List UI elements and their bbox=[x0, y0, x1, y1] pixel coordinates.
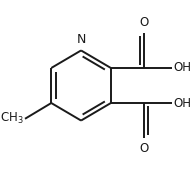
Text: N: N bbox=[76, 33, 86, 46]
Text: O: O bbox=[139, 142, 149, 155]
Text: OH: OH bbox=[173, 96, 191, 109]
Text: OH: OH bbox=[173, 61, 191, 74]
Text: O: O bbox=[139, 16, 149, 29]
Text: CH$_3$: CH$_3$ bbox=[0, 111, 23, 126]
